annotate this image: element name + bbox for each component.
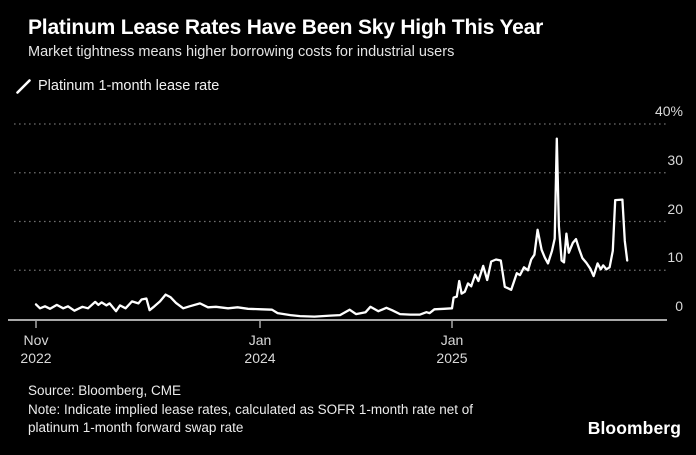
line-series-marker-icon <box>16 78 31 94</box>
series-line <box>34 137 629 318</box>
y-axis-label: 40% <box>654 103 683 119</box>
source-text: Source: Bloomberg, CME <box>28 383 182 398</box>
footer: Source: Bloomberg, CME Note: Indicate im… <box>28 382 500 438</box>
chart-subtitle: Market tightness means higher borrowing … <box>28 44 455 60</box>
y-axis-label: 0 <box>675 298 683 314</box>
y-axis-label: 10 <box>667 249 683 266</box>
note-text: Note: Indicate implied lease rates, calc… <box>28 401 473 436</box>
x-axis-label: Jan 2024 <box>244 332 276 366</box>
chart-title: Platinum Lease Rates Have Been Sky High … <box>28 16 544 39</box>
legend: Platinum 1-month lease rate <box>16 78 219 94</box>
y-axis-label: 30 <box>667 151 683 168</box>
legend-label: Platinum 1-month lease rate <box>38 78 220 94</box>
y-axis-label: 20 <box>667 200 683 217</box>
bloomberg-logo: Bloomberg <box>587 418 681 438</box>
x-axis-label: Nov 2022 <box>20 332 52 366</box>
x-axis-label: Jan 2025 <box>436 332 468 366</box>
